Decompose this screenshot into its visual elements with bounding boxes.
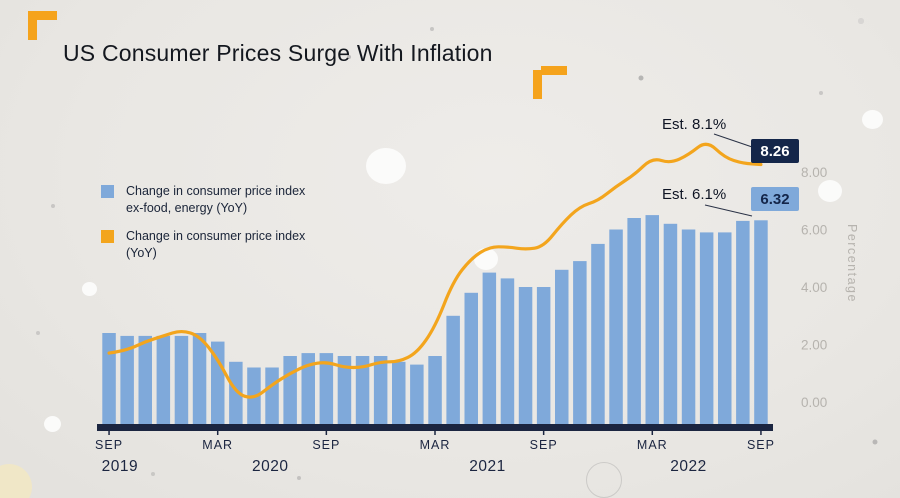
chart-title: US Consumer Prices Surge With Inflation — [63, 40, 493, 66]
cpi-bar — [736, 220, 750, 425]
paper-blob-decoration — [862, 110, 883, 129]
legend-label-line: ex-food, energy (YoY) — [126, 201, 248, 215]
corner-bracket-icon — [28, 11, 58, 41]
paper-blob-decoration — [44, 416, 61, 432]
y-tick-label: 8.00 — [801, 165, 827, 180]
paper-blob-decoration — [366, 148, 406, 184]
year-label: 2022 — [670, 458, 706, 475]
cpi-bar — [573, 261, 587, 425]
cpi-bar — [373, 356, 388, 425]
legend-label-line: Change in consumer price index — [126, 229, 306, 243]
value-badge-core-cpi: 6.32 — [751, 187, 799, 211]
corner-bracket-icon — [533, 66, 567, 100]
cpi-bar — [102, 333, 116, 425]
x-tick-label: MAR — [420, 438, 451, 452]
y-axis-title: Percentage — [845, 224, 859, 303]
cpi-bar — [174, 335, 189, 425]
cpi-bar — [718, 232, 732, 425]
cpi-bar — [518, 287, 533, 425]
cpi-bar — [446, 315, 460, 426]
cpi-bar — [645, 215, 659, 425]
bracket-vertical-bar — [533, 70, 542, 99]
cpi-bar — [265, 367, 279, 425]
cpi-bar — [120, 335, 134, 425]
cpi-bar — [627, 218, 641, 425]
core-cpi-bars — [102, 215, 768, 426]
cpi-bar — [500, 278, 515, 425]
x-tick-label: SEP — [747, 438, 775, 452]
y-tick-label: 2.00 — [801, 338, 827, 353]
cpi-bar — [681, 229, 696, 425]
value-badge-headline-cpi: 8.26 — [751, 139, 799, 163]
cpi-bar — [229, 361, 243, 426]
year-label: 2019 — [102, 458, 138, 475]
annotation-est-headline: Est. 8.1% — [662, 116, 727, 133]
cpi-bar — [301, 353, 315, 425]
cpi-bar — [410, 364, 424, 425]
x-tick-label: SEP — [530, 438, 558, 452]
headline-cpi-line — [107, 142, 763, 399]
x-tick-label: MAR — [637, 438, 668, 452]
cpi-bar — [355, 356, 370, 425]
cpi-bar — [138, 335, 152, 425]
cpi-bar — [591, 243, 605, 425]
year-label: 2020 — [252, 458, 288, 475]
legend-item-headline-cpi: Change in consumer price index (YoY) — [101, 228, 305, 262]
cpi-bar — [392, 361, 406, 426]
legend-label-line: Change in consumer price index — [126, 184, 306, 198]
bracket-horizontal-bar — [541, 66, 567, 75]
cpi-bar — [211, 341, 225, 425]
callout-line-core — [704, 204, 753, 217]
legend-swatch-headline-cpi — [101, 230, 114, 243]
cpi-bar — [536, 287, 551, 425]
x-axis-bar — [97, 424, 773, 431]
paper-blob-decoration — [82, 282, 97, 296]
cpi-bar — [609, 229, 623, 425]
cpi-bar — [428, 356, 442, 425]
y-tick-label: 0.00 — [801, 395, 827, 410]
y-tick-label: 4.00 — [801, 280, 827, 295]
cpi-bar — [337, 356, 352, 425]
chart-legend: Change in consumer price index ex-food, … — [101, 183, 305, 273]
cpi-bar — [319, 353, 334, 425]
cpi-bar — [464, 292, 478, 426]
legend-item-core-cpi: Change in consumer price index ex-food, … — [101, 183, 305, 217]
cpi-bar — [156, 335, 171, 425]
bracket-horizontal-bar — [28, 11, 57, 20]
x-tick-label: SEP — [95, 438, 123, 452]
x-tick-label: MAR — [202, 438, 233, 452]
cpi-bar — [754, 220, 768, 425]
bracket-vertical-bar — [28, 11, 37, 40]
legend-label-line: (YoY) — [126, 246, 157, 260]
year-label: 2021 — [469, 458, 505, 475]
cpi-bar — [283, 356, 297, 425]
y-tick-label: 6.00 — [801, 223, 827, 238]
paper-blob-decoration — [818, 180, 842, 202]
cpi-bar — [699, 232, 714, 425]
cpi-bar — [482, 272, 497, 425]
legend-swatch-core-cpi — [101, 185, 114, 198]
annotation-est-core: Est. 6.1% — [662, 186, 727, 203]
cpi-bar — [663, 223, 678, 426]
x-tick-label: SEP — [312, 438, 340, 452]
cpi-bar — [192, 333, 207, 425]
cpi-bar — [555, 269, 569, 426]
